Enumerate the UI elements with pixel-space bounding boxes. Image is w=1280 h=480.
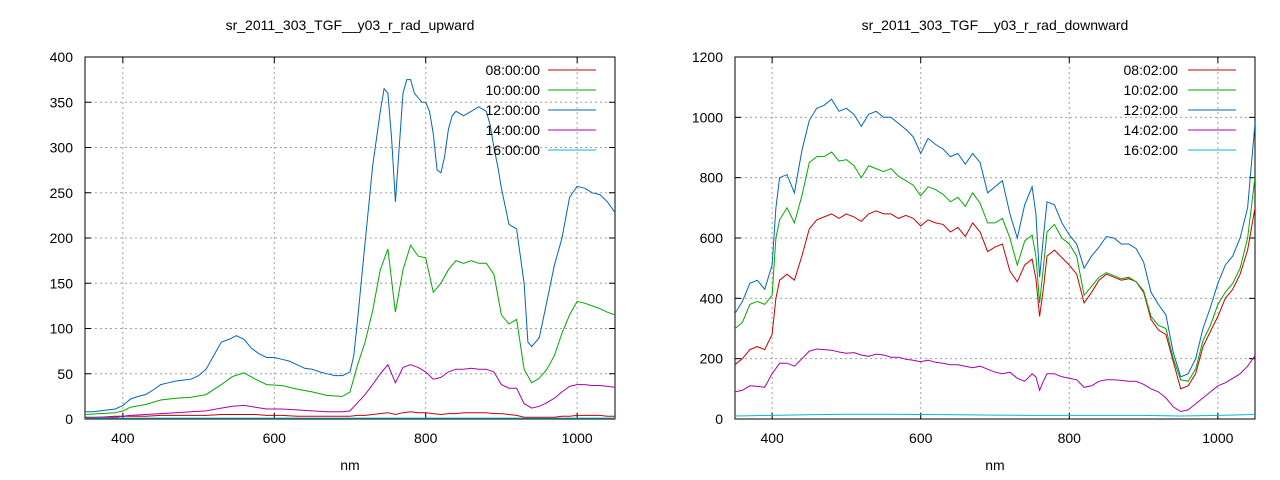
- x-tick-label: 800: [1058, 430, 1082, 446]
- series-line-3: [735, 98, 1255, 378]
- y-tick-label: 50: [57, 366, 73, 382]
- series-line-1: [85, 411, 615, 418]
- y-tick-label: 0: [715, 411, 723, 427]
- y-tick-label: 200: [50, 230, 74, 246]
- x-tick-label: 400: [760, 430, 784, 446]
- series-line-4: [735, 348, 1255, 413]
- chart-1: 400 600 800 1000 0 50 100 150 200 250 300 350 400 sr_…: [50, 17, 616, 473]
- legend-label: 16:02:00: [1124, 142, 1179, 158]
- legend-label: 12:02:00: [1124, 102, 1179, 118]
- legend-label: 16:00:00: [486, 142, 541, 158]
- legend-label: 08:02:00: [1124, 62, 1179, 78]
- legend-label: 08:00:00: [486, 62, 541, 78]
- x-tick-label: 600: [263, 430, 287, 446]
- x-tick-label: 1000: [1202, 430, 1233, 446]
- y-tick-label: 1200: [692, 49, 723, 65]
- y-tick-label: 350: [50, 94, 74, 110]
- legend-label: 14:00:00: [486, 122, 541, 138]
- y-tick-label: 150: [50, 275, 74, 291]
- series-line-3: [85, 79, 615, 413]
- x-tick-label: 600: [909, 430, 933, 446]
- y-tick-label: 1000: [692, 109, 723, 125]
- x-tick-label: 1000: [562, 430, 593, 446]
- y-tick-label: 200: [700, 351, 724, 367]
- series-line-2: [85, 244, 615, 415]
- y-tick-label: 800: [700, 170, 724, 186]
- y-tick-label: 400: [50, 49, 74, 65]
- y-tick-label: 400: [700, 290, 724, 306]
- chart-title: sr_2011_303_TGF__y03_r_rad_downward: [862, 17, 1129, 33]
- series-line-1: [735, 207, 1255, 390]
- series-line-5: [735, 413, 1255, 417]
- x-tick-label: 800: [414, 430, 438, 446]
- y-tick-label: 250: [50, 185, 74, 201]
- y-tick-label: 600: [700, 230, 724, 246]
- y-tick-label: 100: [50, 321, 74, 337]
- chart-title: sr_2011_303_TGF__y03_r_rad_upward: [226, 17, 475, 33]
- x-axis-label: nm: [340, 457, 359, 473]
- series-line-2: [735, 151, 1255, 382]
- legend-label: 12:00:00: [486, 102, 541, 118]
- series-line-4: [85, 363, 615, 419]
- y-tick-label: 300: [50, 140, 74, 156]
- legend-label: 14:02:00: [1124, 122, 1179, 138]
- y-tick-label: 0: [65, 411, 73, 427]
- x-tick-label: 400: [111, 430, 135, 446]
- legend-label: 10:02:00: [1124, 82, 1179, 98]
- x-axis-label: nm: [985, 457, 1004, 473]
- chart-2: 400 600 800 1000 0 200 400 600 800 1000 1200 sr_201…: [692, 17, 1256, 473]
- legend-label: 10:00:00: [486, 82, 541, 98]
